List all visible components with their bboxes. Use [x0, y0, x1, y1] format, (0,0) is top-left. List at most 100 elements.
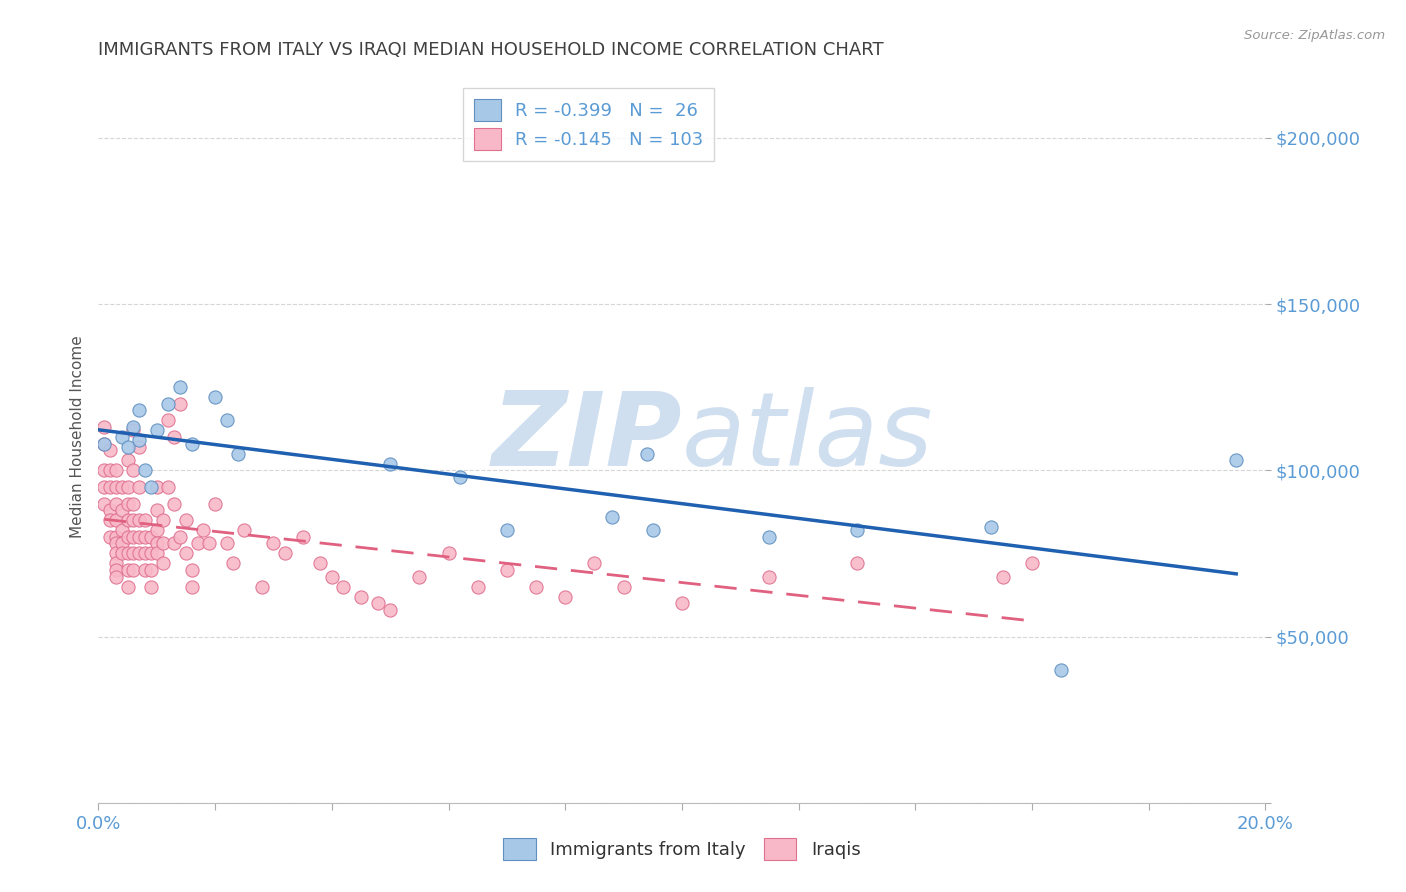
Point	[496, 563, 519, 577]
Point	[408, 570, 430, 584]
Point	[117, 513, 139, 527]
Point	[93, 436, 115, 450]
Point	[180, 563, 202, 577]
Point	[128, 434, 150, 448]
Point	[104, 463, 127, 477]
Point	[636, 447, 658, 461]
Point	[117, 530, 139, 544]
Point	[117, 546, 139, 560]
Point	[104, 570, 127, 584]
Point	[467, 580, 489, 594]
Point	[98, 513, 121, 527]
Point	[215, 413, 238, 427]
Point	[111, 430, 134, 444]
Point	[291, 530, 314, 544]
Point	[139, 546, 162, 560]
Point	[1225, 453, 1247, 467]
Point	[104, 480, 127, 494]
Point	[104, 513, 127, 527]
Point	[321, 570, 343, 584]
Y-axis label: Median Household Income: Median Household Income	[69, 335, 84, 539]
Point	[367, 596, 389, 610]
Point	[117, 480, 139, 494]
Point	[524, 580, 547, 594]
Point	[233, 523, 256, 537]
Point	[139, 580, 162, 594]
Point	[449, 470, 471, 484]
Point	[583, 557, 606, 571]
Point	[134, 546, 156, 560]
Point	[134, 563, 156, 577]
Point	[846, 557, 869, 571]
Point	[122, 530, 145, 544]
Point	[111, 536, 134, 550]
Point	[98, 480, 121, 494]
Point	[122, 546, 145, 560]
Point	[350, 590, 373, 604]
Point	[496, 523, 519, 537]
Text: atlas: atlas	[682, 387, 934, 487]
Point	[180, 580, 202, 594]
Point	[93, 420, 115, 434]
Point	[380, 457, 402, 471]
Point	[437, 546, 460, 560]
Point	[93, 436, 115, 450]
Point	[980, 520, 1002, 534]
Point	[111, 503, 134, 517]
Point	[169, 530, 191, 544]
Point	[117, 563, 139, 577]
Point	[122, 420, 145, 434]
Point	[157, 413, 180, 427]
Point	[1050, 663, 1073, 677]
Point	[600, 509, 623, 524]
Point	[163, 497, 186, 511]
Point	[204, 497, 226, 511]
Point	[169, 397, 191, 411]
Point	[122, 463, 145, 477]
Point	[1021, 557, 1043, 571]
Point	[98, 503, 121, 517]
Point	[98, 443, 121, 458]
Point	[111, 546, 134, 560]
Point	[152, 557, 174, 571]
Point	[128, 530, 150, 544]
Point	[139, 530, 162, 544]
Point	[122, 513, 145, 527]
Point	[204, 390, 226, 404]
Point	[111, 480, 134, 494]
Point	[98, 530, 121, 544]
Point	[146, 503, 169, 517]
Point	[139, 480, 162, 494]
Point	[93, 480, 115, 494]
Point	[122, 424, 145, 438]
Point	[163, 536, 186, 550]
Point	[128, 513, 150, 527]
Point	[215, 536, 238, 550]
Point	[157, 480, 180, 494]
Point	[221, 557, 243, 571]
Point	[93, 497, 115, 511]
Point	[758, 530, 780, 544]
Point	[98, 463, 121, 477]
Point	[146, 523, 169, 537]
Point	[612, 580, 634, 594]
Point	[169, 380, 191, 394]
Point	[228, 447, 250, 461]
Point	[104, 497, 127, 511]
Point	[174, 546, 197, 560]
Point	[152, 536, 174, 550]
Point	[193, 523, 215, 537]
Point	[134, 513, 156, 527]
Point	[117, 440, 139, 454]
Point	[146, 480, 169, 494]
Point	[128, 546, 150, 560]
Point	[309, 557, 332, 571]
Point	[122, 497, 145, 511]
Point	[198, 536, 221, 550]
Legend: Immigrants from Italy, Iraqis: Immigrants from Italy, Iraqis	[496, 830, 868, 867]
Point	[117, 453, 139, 467]
Point	[146, 424, 169, 438]
Point	[846, 523, 869, 537]
Point	[991, 570, 1014, 584]
Point	[187, 536, 209, 550]
